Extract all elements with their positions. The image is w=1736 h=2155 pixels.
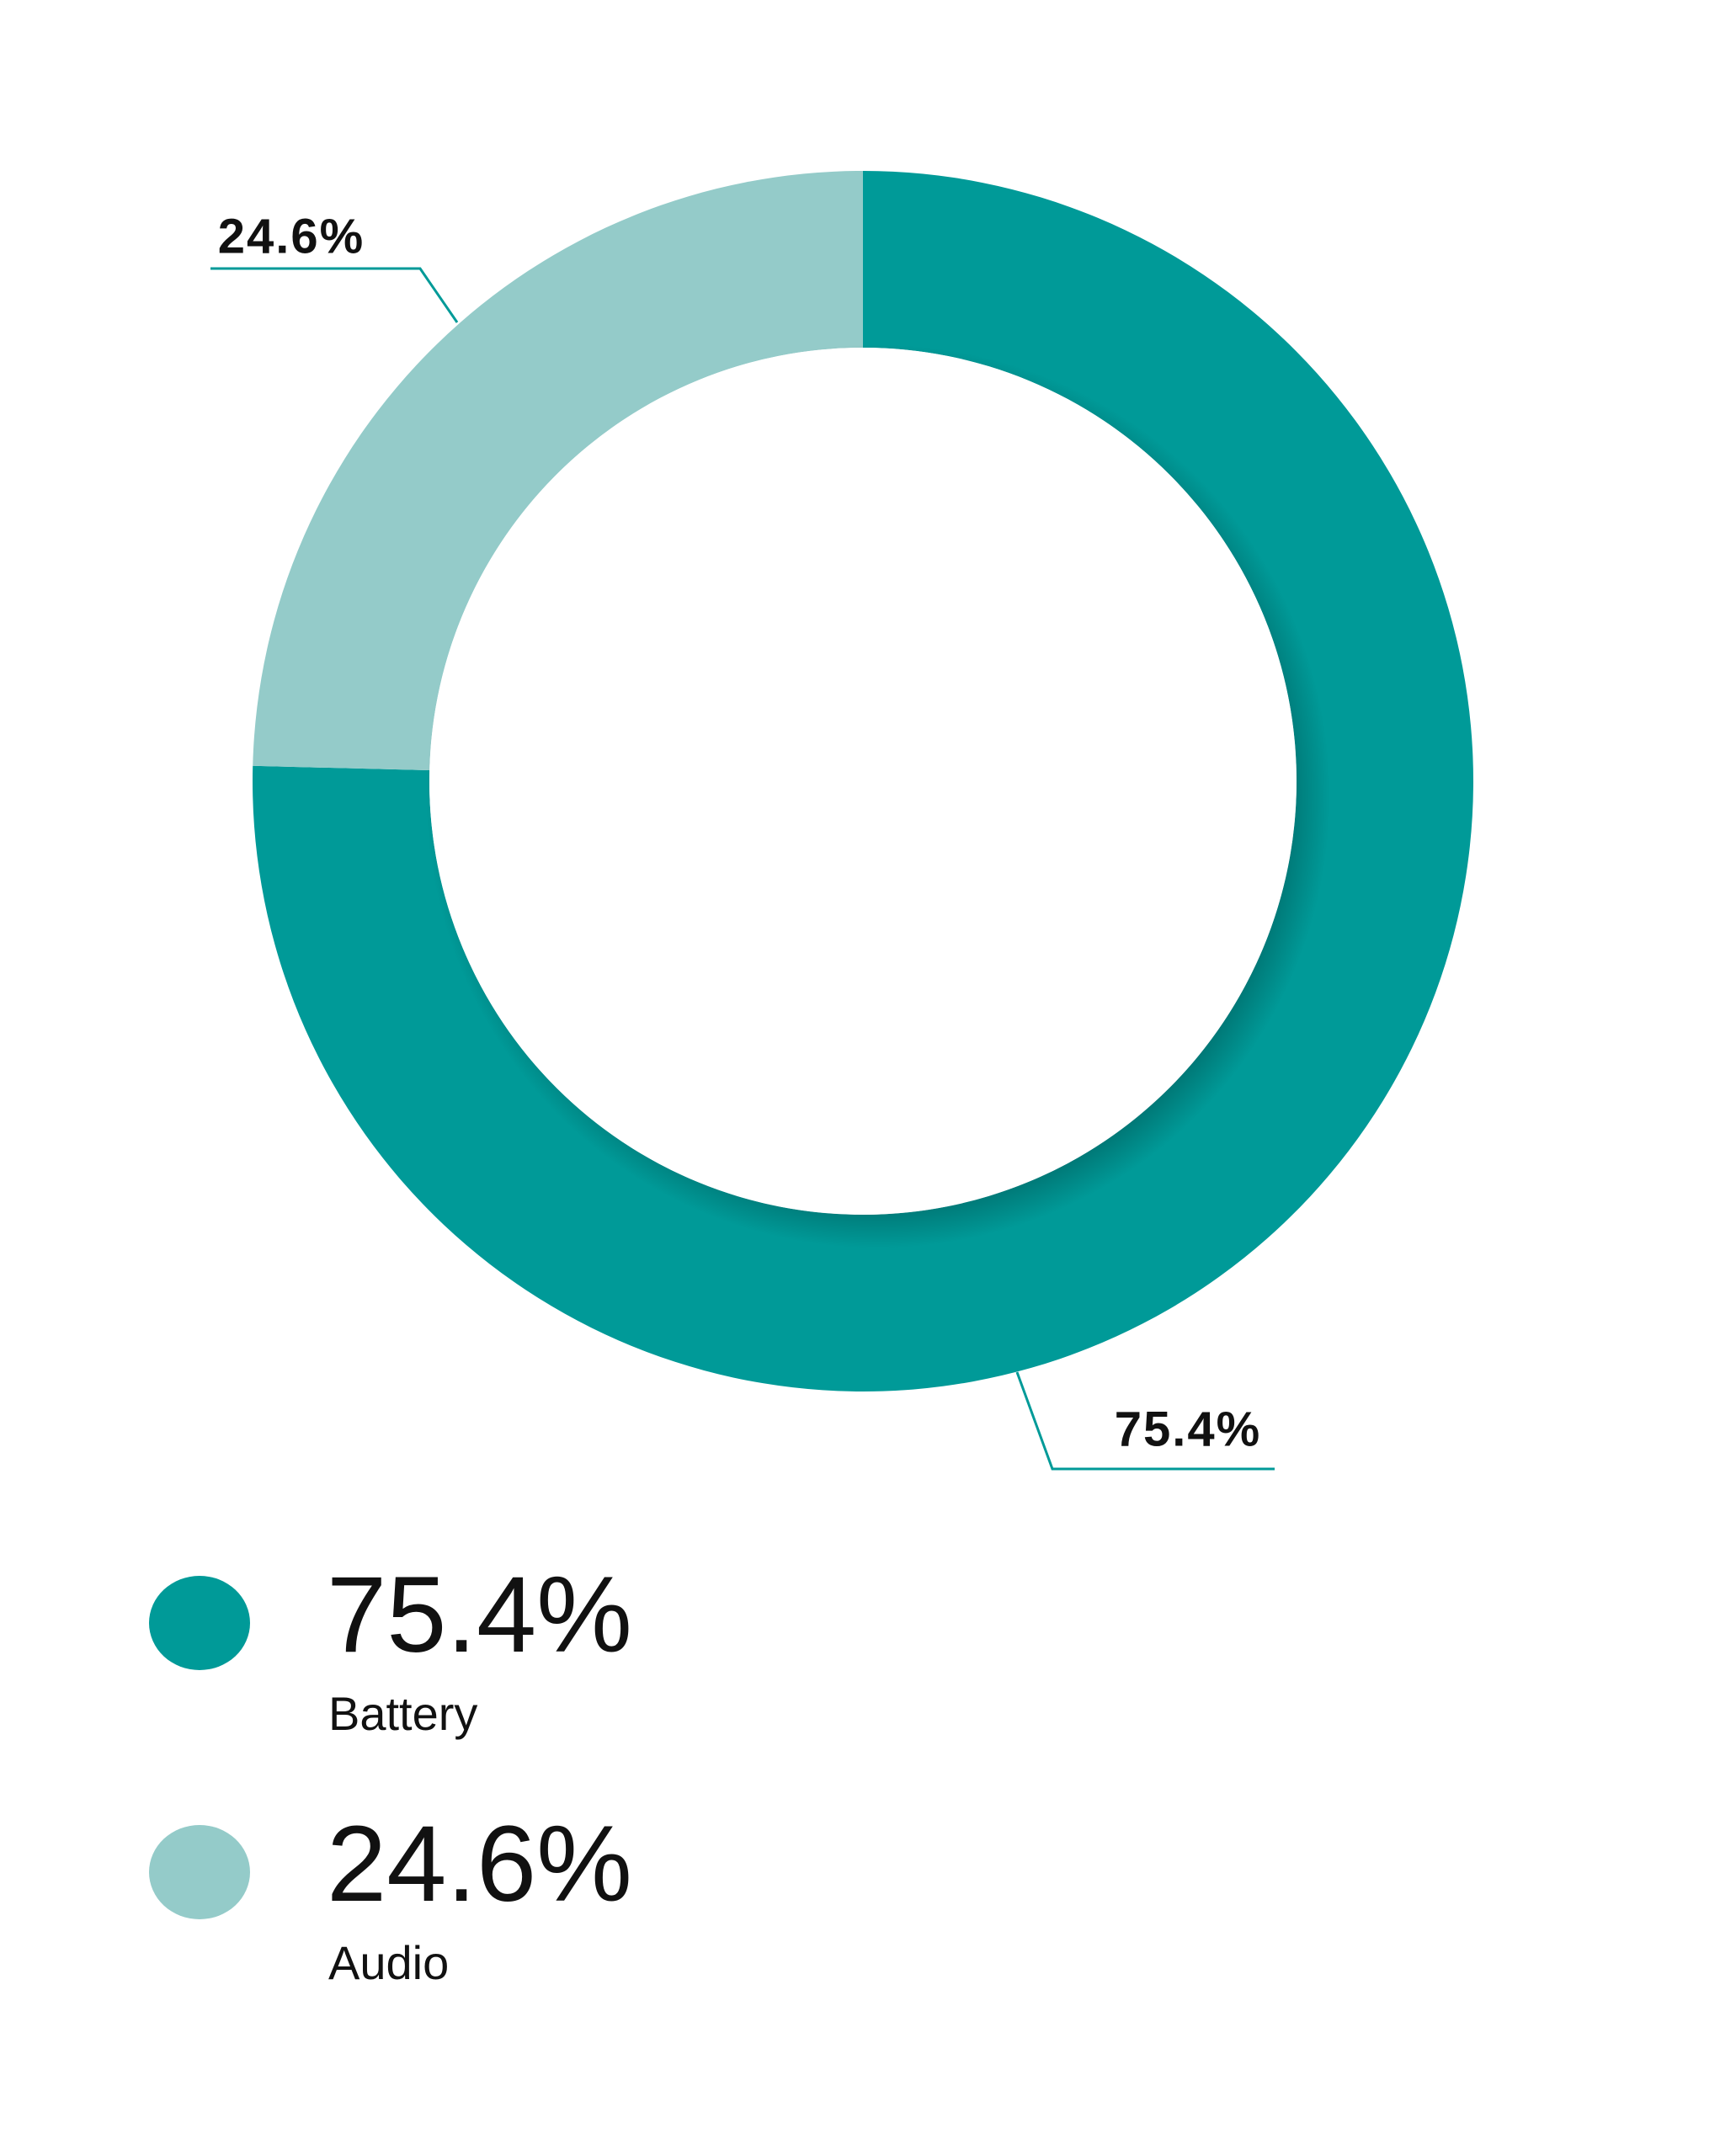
leader-line (210, 267, 459, 323)
donut-segment (253, 171, 863, 771)
data-label: 75.4% (1115, 1402, 1261, 1456)
legend-value: 24.6% (327, 1804, 632, 1924)
legend-value: 75.4% (327, 1555, 632, 1675)
legend-label: Battery (328, 1687, 477, 1740)
data-label: 24.6% (218, 209, 365, 263)
donut (253, 171, 1474, 1391)
legend-label: Audio (328, 1936, 449, 1989)
legend-marker (149, 1825, 250, 1919)
leader-line (1015, 1371, 1275, 1471)
donut-hole (429, 348, 1297, 1215)
legend-marker (149, 1576, 250, 1670)
